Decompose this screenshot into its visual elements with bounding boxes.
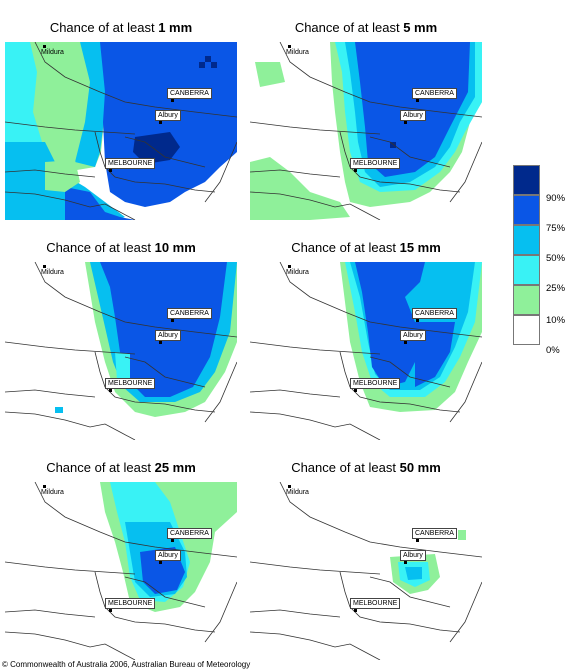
map-1mm (5, 42, 237, 220)
city-marker-mildura (288, 45, 291, 48)
legend-label: 50% (546, 253, 566, 264)
city-label-mildura: Mildura (286, 269, 309, 276)
city-label-mildura: Mildura (41, 269, 64, 276)
legend-swatch-50 (513, 225, 540, 255)
city-marker-melbourne (354, 169, 357, 172)
city-label-canberra: CANBERRA (412, 528, 457, 539)
map-15mm (250, 262, 482, 440)
city-marker-canberra (416, 539, 419, 542)
map-50mm (250, 482, 482, 660)
city-label-albury: Albury (400, 550, 426, 561)
city-label-mildura: Mildura (286, 49, 309, 56)
legend-label: 90% (546, 193, 566, 204)
legend-swatch-10 (513, 285, 540, 315)
city-marker-albury (404, 561, 407, 564)
city-marker-mildura (43, 485, 46, 488)
city-label-melbourne: MELBOURNE (105, 598, 156, 609)
city-marker-melbourne (109, 169, 112, 172)
city-label-albury: Albury (400, 330, 426, 341)
city-label-melbourne: MELBOURNE (105, 158, 156, 169)
city-marker-melbourne (109, 609, 112, 612)
copyright-text: © Commonwealth of Australia 2006, Austra… (2, 660, 251, 669)
legend-swatch-0 (513, 315, 540, 345)
city-marker-melbourne (109, 389, 112, 392)
legend-swatch-25 (513, 255, 540, 285)
city-label-canberra: CANBERRA (412, 308, 457, 319)
city-marker-melbourne (354, 609, 357, 612)
city-marker-mildura (288, 485, 291, 488)
city-label-albury: Albury (155, 110, 181, 121)
city-marker-canberra (171, 99, 174, 102)
legend-label: 10% (546, 315, 566, 326)
city-label-albury: Albury (400, 110, 426, 121)
panel-title: Chance of at least 5 mm (294, 20, 438, 35)
city-marker-canberra (171, 319, 174, 322)
city-marker-mildura (43, 45, 46, 48)
city-label-canberra: CANBERRA (167, 528, 212, 539)
city-marker-albury (404, 341, 407, 344)
city-marker-albury (159, 341, 162, 344)
panel-title: Chance of at least 10 mm (46, 240, 196, 255)
city-label-albury: Albury (155, 330, 181, 341)
panel-title: Chance of at least 25 mm (46, 460, 196, 475)
panel-title: Chance of at least 1 mm (49, 20, 193, 35)
city-label-mildura: Mildura (41, 49, 64, 56)
city-marker-canberra (416, 99, 419, 102)
map-25mm (5, 482, 237, 660)
map-5mm (250, 42, 482, 220)
city-label-melbourne: MELBOURNE (350, 598, 401, 609)
city-label-canberra: CANBERRA (412, 88, 457, 99)
map-10mm (5, 262, 237, 440)
city-marker-canberra (171, 539, 174, 542)
city-label-canberra: CANBERRA (167, 88, 212, 99)
legend-label: 25% (546, 283, 566, 294)
legend-label: 75% (546, 223, 566, 234)
city-marker-mildura (43, 265, 46, 268)
city-label-mildura: Mildura (41, 489, 64, 496)
legend-label: 0% (546, 345, 560, 356)
city-marker-mildura (288, 265, 291, 268)
city-marker-albury (159, 121, 162, 124)
panel-title: Chance of at least 15 mm (291, 240, 441, 255)
city-label-melbourne: MELBOURNE (350, 158, 401, 169)
panel-title: Chance of at least 50 mm (291, 460, 441, 475)
city-label-melbourne: MELBOURNE (105, 378, 156, 389)
city-marker-canberra (416, 319, 419, 322)
city-marker-albury (159, 561, 162, 564)
city-marker-albury (404, 121, 407, 124)
legend-swatch-75 (513, 195, 540, 225)
city-label-mildura: Mildura (286, 489, 309, 496)
city-label-albury: Albury (155, 550, 181, 561)
city-label-melbourne: MELBOURNE (350, 378, 401, 389)
legend-swatch-90 (513, 165, 540, 195)
city-label-canberra: CANBERRA (167, 308, 212, 319)
city-marker-melbourne (354, 389, 357, 392)
